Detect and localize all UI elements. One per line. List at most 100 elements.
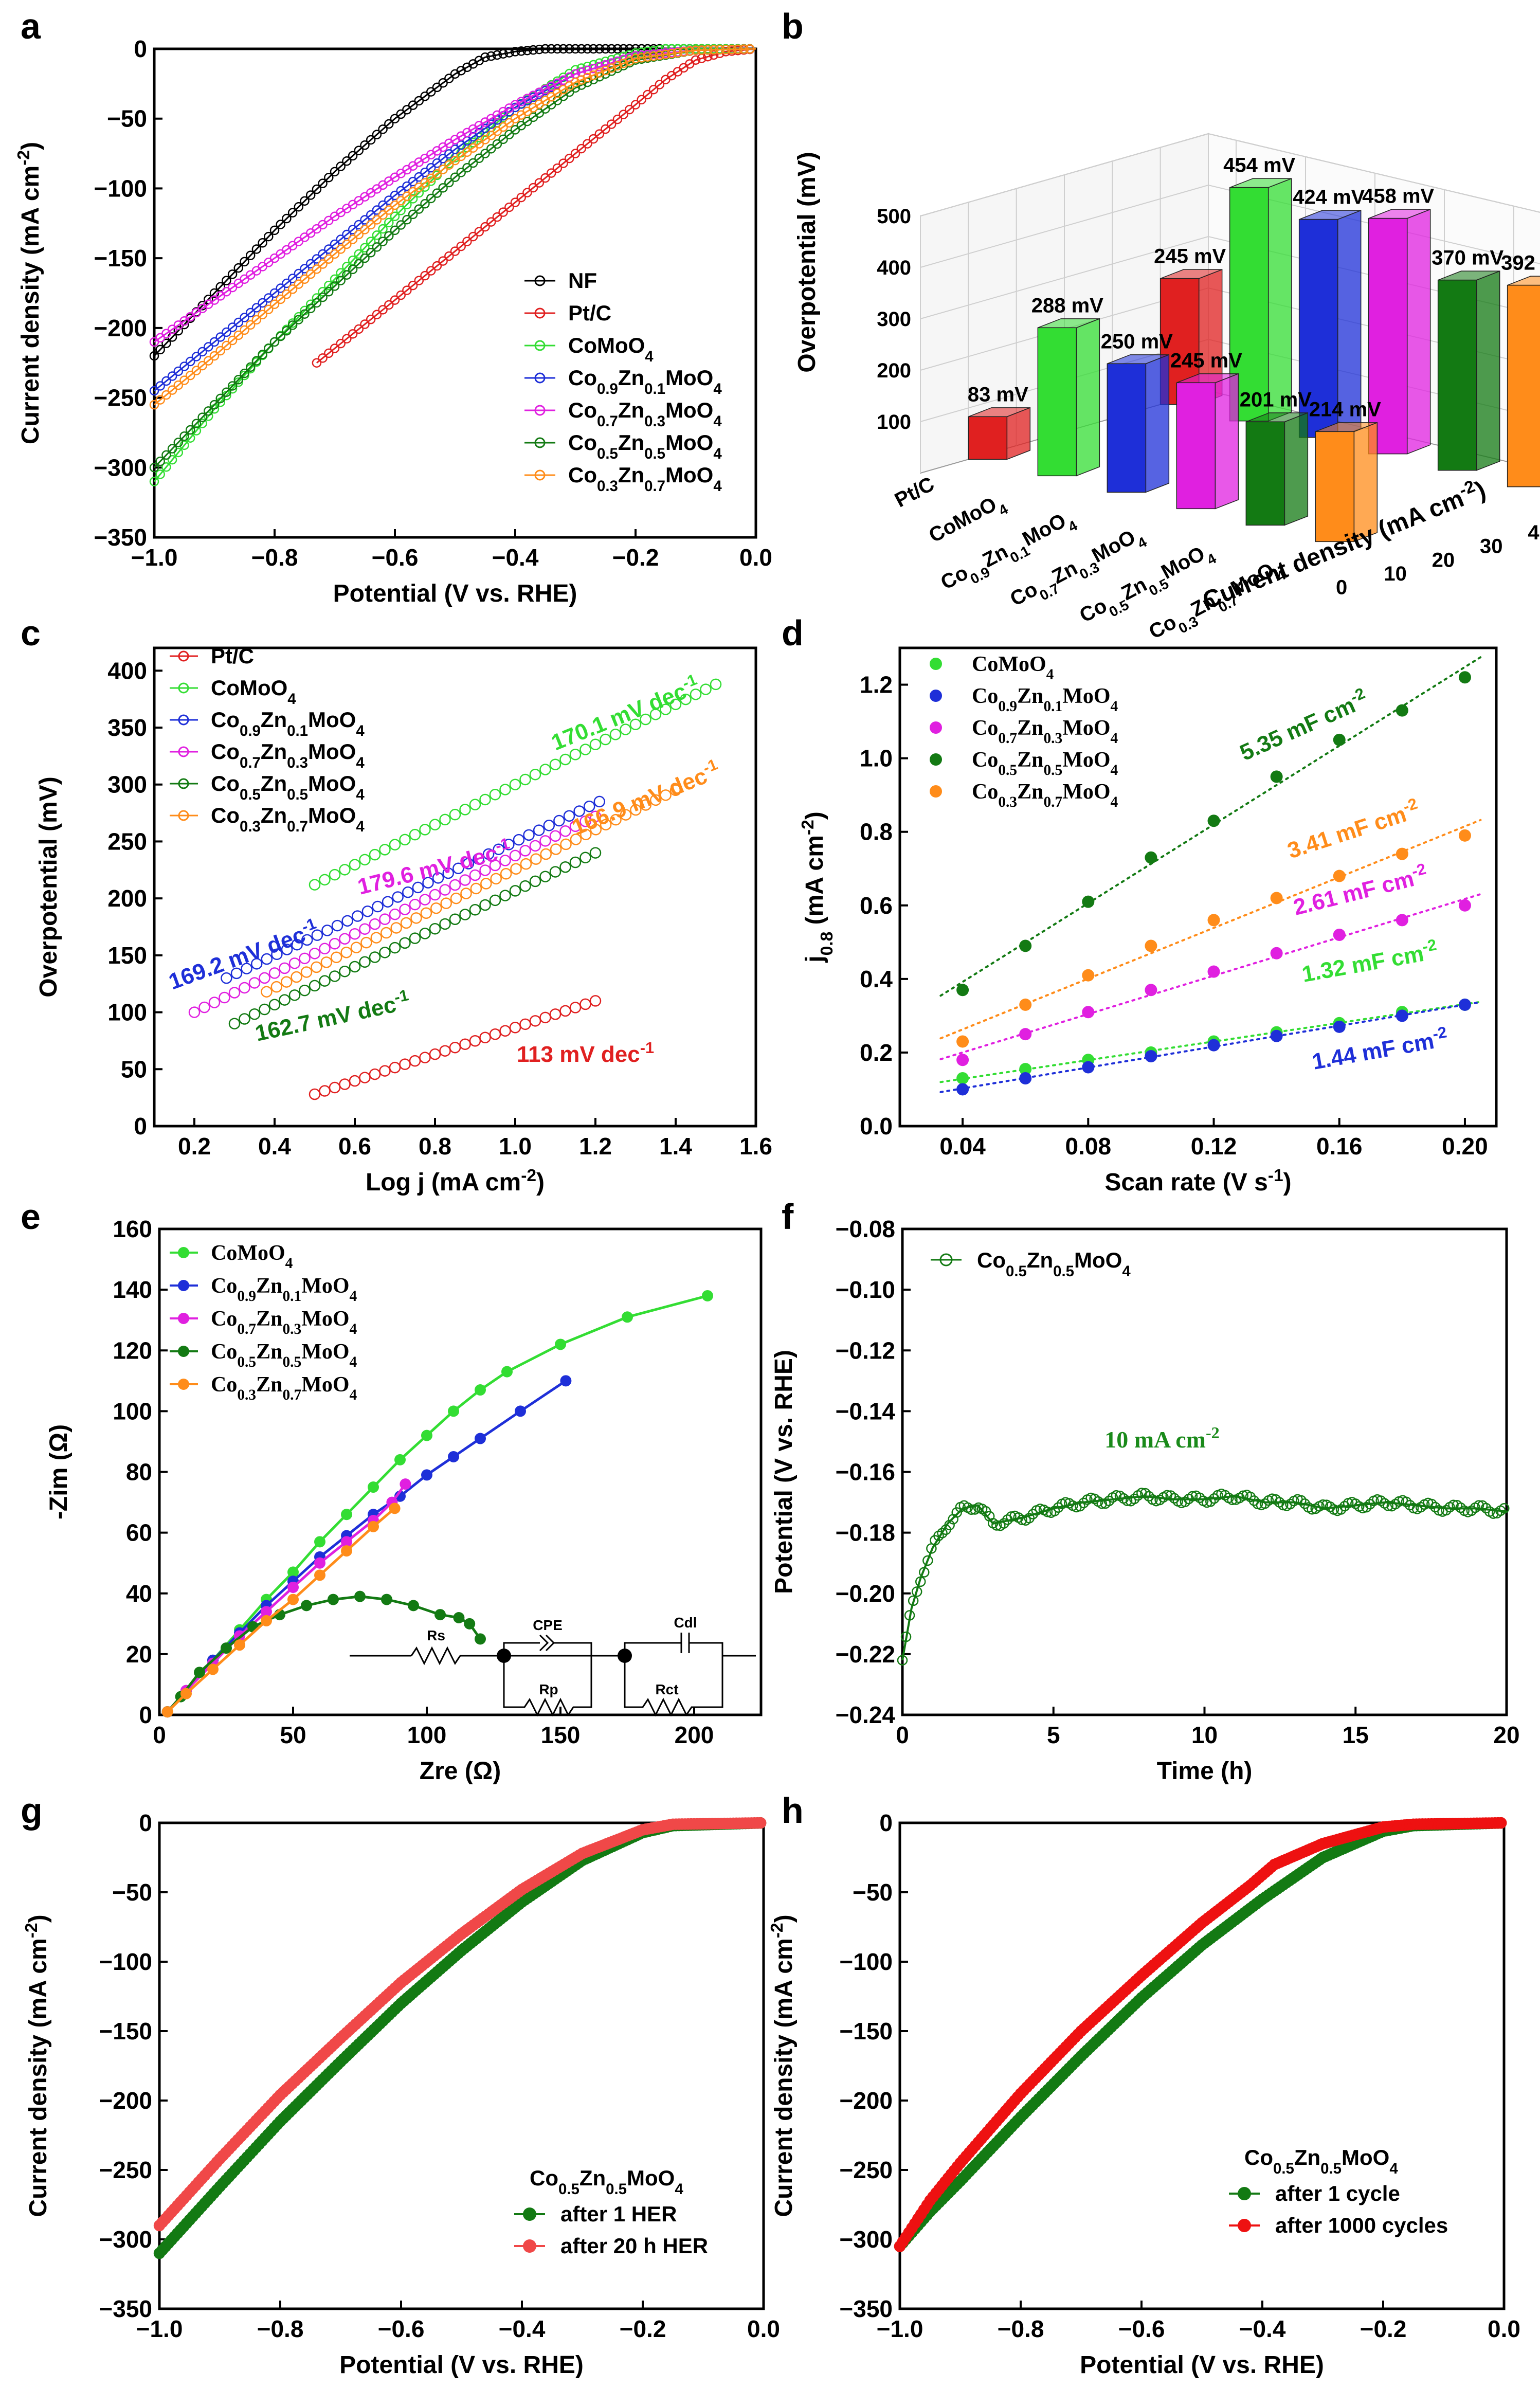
series-marker-3 [198,1001,210,1014]
series-marker-1 [438,256,448,266]
series-marker-1 [444,251,454,261]
legend-label-2: CoMoO4 [568,333,654,365]
series-marker-2 [482,848,495,860]
series-marker-5 [630,804,642,816]
series-marker-4 [369,951,381,963]
series-marker-3 [179,361,189,371]
series-marker-1 [619,110,628,119]
legend-label-3-part: 0.5 [237,1354,256,1370]
series-marker-0 [409,1055,421,1067]
series-marker-4 [479,899,491,911]
x-tick-label: 150 [541,1722,581,1748]
legend-label-0-part: 0.5 [1053,1263,1074,1280]
series-marker-4 [589,847,602,859]
x-tick-label: 0.0 [747,2315,780,2342]
series-marker-1 [419,824,431,836]
depth-tick-label: 10 [1384,563,1407,585]
legend-marker-5 [178,810,189,821]
x-tick-label: 1.6 [739,1133,772,1160]
series-marker-3 [399,903,411,915]
x-tick-label: 20 [1493,1722,1519,1748]
y-tick-label: −150 [839,2018,893,2044]
y-tick-label: −0.14 [836,1398,896,1424]
depth-tick-label: 0 [1336,576,1347,599]
series-marker-3 [149,386,159,396]
y-tick-label: −300 [99,2226,152,2253]
series-marker-4 [583,65,592,76]
x-tick-label: 0.0 [739,544,772,571]
tafel-slope-label-1: 170.1 mV dec-1 [547,670,703,755]
series-marker-5 [173,438,184,447]
series-marker-0 [570,44,581,54]
series-marker-6 [588,70,599,80]
series-marker-3 [248,977,261,989]
series-marker-3 [409,898,421,911]
series-marker-0 [314,1536,325,1548]
y-tick-label: 0 [139,1702,152,1728]
series-marker-4 [339,965,351,978]
series-marker-0 [294,202,304,212]
series-marker-3 [339,933,351,945]
legend-label-1-part: MoO [1062,684,1110,708]
series-marker-3 [438,154,448,164]
series-marker-1 [336,338,346,349]
legend-label-3-part: Co [211,1340,237,1364]
legend-title-part: 0.5 [558,2181,579,2198]
series-marker-6 [354,229,364,240]
series-marker-3 [269,288,280,298]
series-marker-1 [379,844,391,856]
series-marker-6 [594,68,605,78]
series-marker-5 [400,917,412,929]
series-marker-4 [180,1688,192,1699]
bar-value-label: 83 mV [968,383,1028,406]
circuit-wire [689,1642,756,1657]
x-tick-label: 0 [153,1722,166,1748]
legend-label-3-part: Co [568,366,597,390]
series-marker-0 [149,351,159,361]
series-marker-0 [1096,1498,1107,1509]
y-axis-label-part: Potential (V vs. RHE) [770,1350,798,1594]
series-marker-1 [468,231,478,242]
series-marker-0 [583,44,592,54]
circuit-label-rp: Rp [539,1681,558,1697]
legend-label-0: NF [568,268,597,293]
series-marker-0 [449,1041,461,1054]
series-marker-6 [444,160,454,170]
z-tick-label: 300 [877,308,911,331]
series-marker-0 [336,161,346,171]
x-tick-label: 5 [1047,1722,1060,1748]
x-tick-label: 1.2 [579,1133,612,1160]
series-marker-0 [1205,1496,1216,1507]
series-marker-1 [414,276,424,285]
series-marker-1 [570,149,581,158]
series-marker-6 [390,200,400,210]
y-axis-label-part: -2 [14,150,33,166]
series-marker-3 [444,149,454,159]
series-marker-1 [583,139,592,149]
series-marker-0 [1466,1505,1477,1516]
legend-marker-1 [178,1280,189,1291]
series-marker-5 [498,134,508,144]
series-marker-0 [991,1520,1002,1531]
panel-letter-e: e [21,1197,41,1237]
series-marker-4 [268,999,281,1011]
y-axis-label: Potential (V vs. RHE) [770,1350,798,1594]
series-marker-1 [510,197,520,207]
data-point-1 [1396,1009,1408,1022]
series-marker-0 [1006,1511,1017,1522]
legend-label-5-part: 0.3 [240,818,261,835]
series-marker-0 [588,44,599,54]
series-marker-4 [259,1003,270,1016]
legend-label-6-part: 4 [713,478,722,495]
series-marker-1 [519,773,531,786]
series-marker-5 [640,799,652,811]
legend-label-2-part: 0.7 [237,1321,256,1337]
series-marker-3 [268,967,281,979]
series-marker-3 [336,234,346,244]
y-tick-label: −100 [839,1948,893,1975]
y-tick-label: −0.16 [836,1459,895,1486]
legend-label-1-part: 0.1 [1043,698,1062,715]
cdl-label-3-part: 5.35 mF cm [1236,693,1359,766]
series-marker-6 [612,61,623,71]
legend-label-4-part: Zn [618,398,644,422]
